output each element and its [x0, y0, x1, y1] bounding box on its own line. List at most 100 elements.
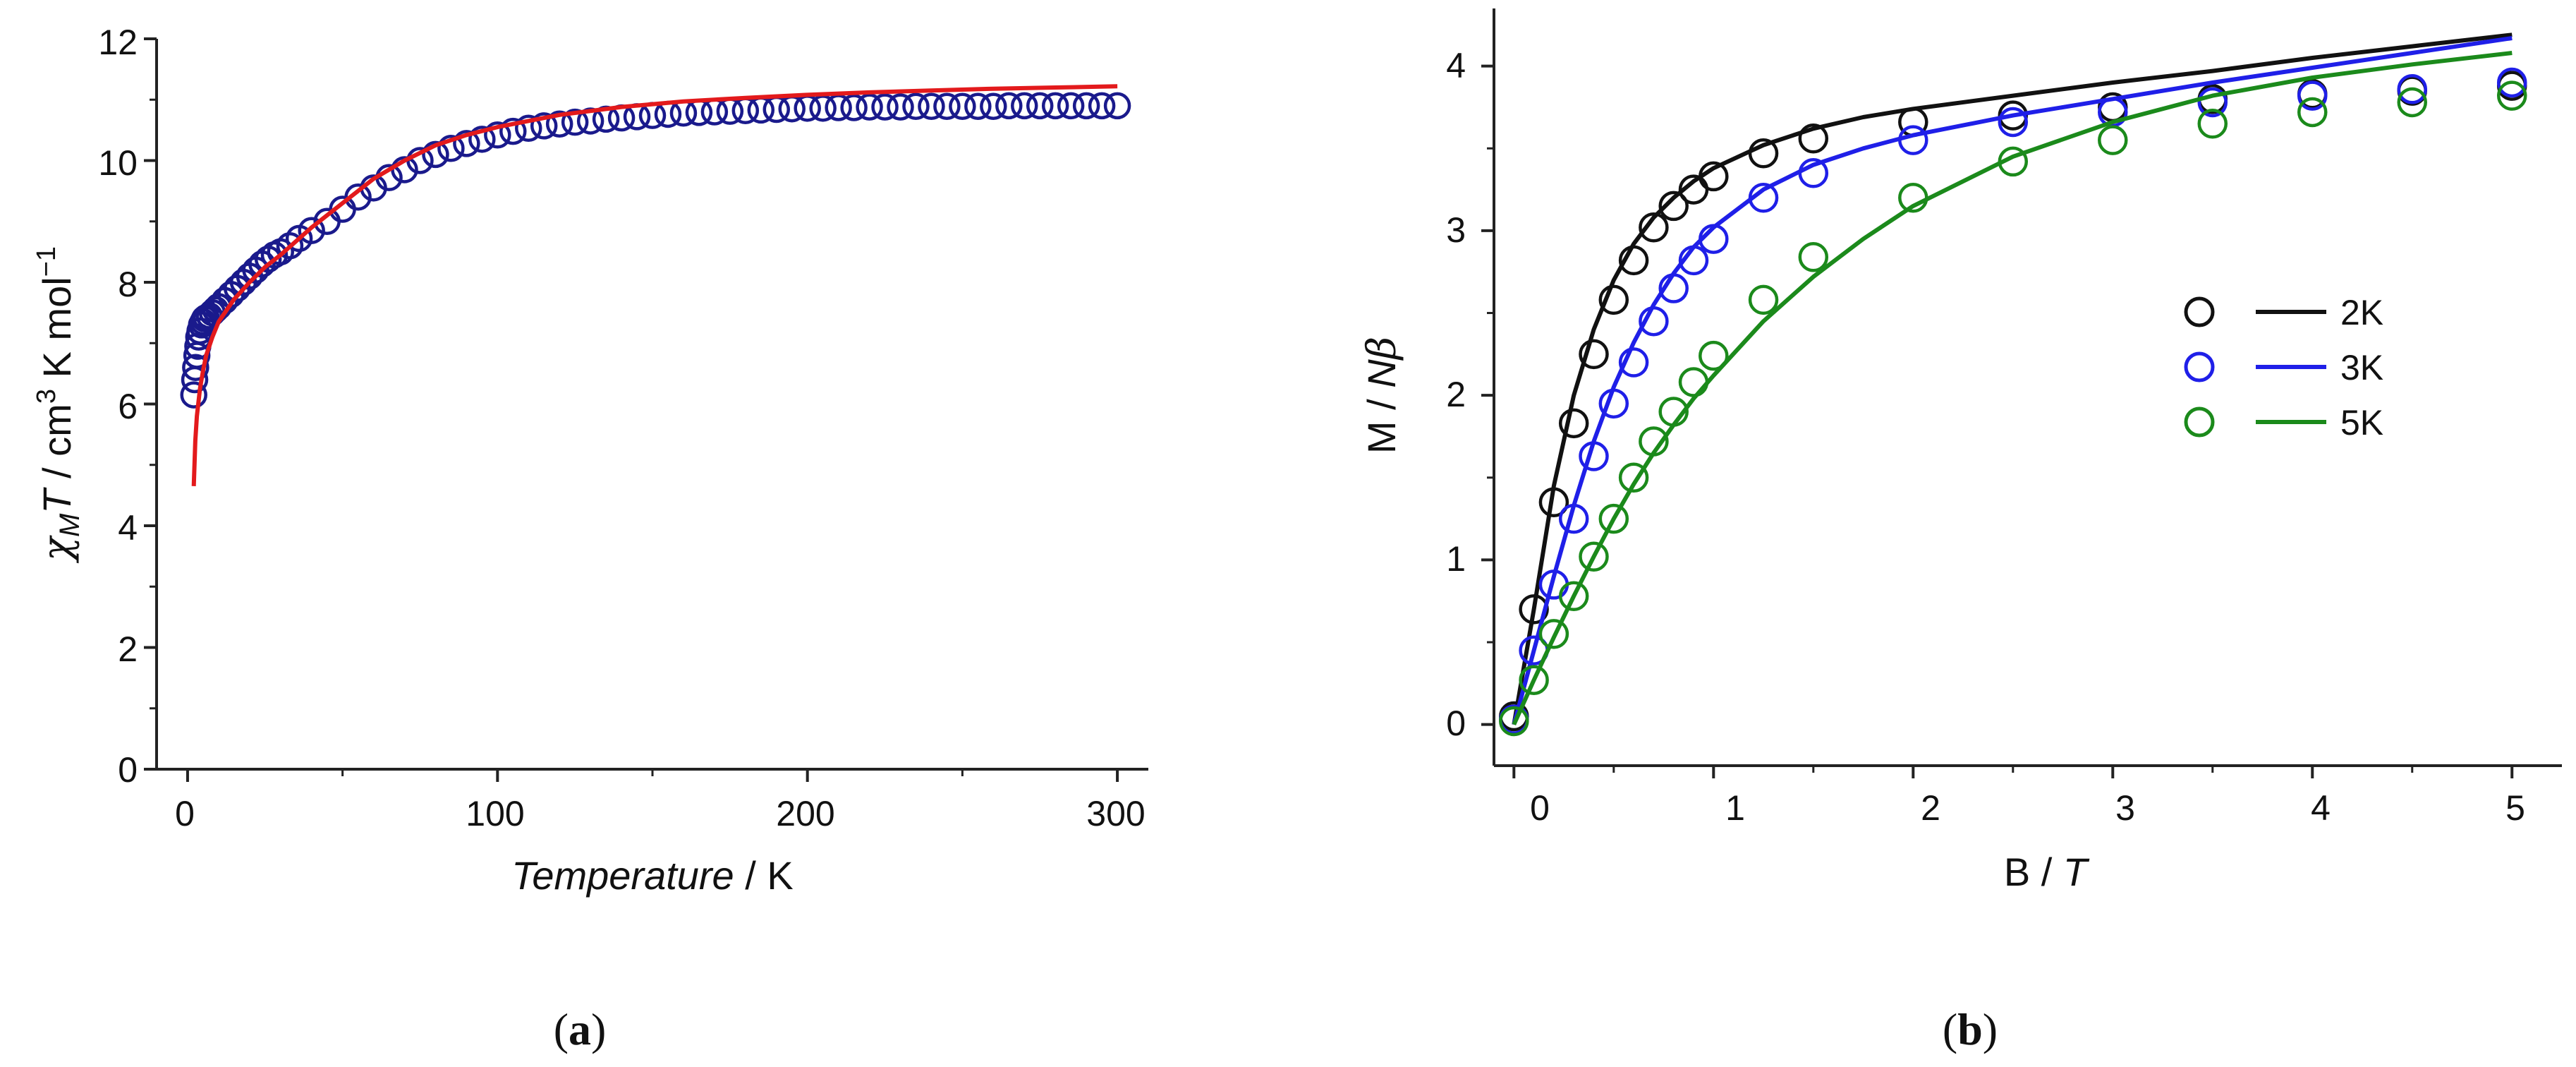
- panel-b-x-tick-label: 2: [1921, 788, 1940, 828]
- data-point-2K: [1519, 594, 1549, 625]
- panel-a-data-point: [437, 135, 465, 162]
- panel-b-x-tick-label: 1: [1725, 788, 1745, 828]
- panel-a-data-point: [530, 112, 558, 140]
- panel-a-data-point: [1026, 92, 1054, 120]
- panel-a-ticks: [144, 37, 1119, 782]
- panel-a-data-point: [545, 110, 573, 138]
- panel-b-ticks: [1481, 64, 2514, 778]
- panel-a-data-point: [933, 92, 961, 120]
- panel-a-data-point: [422, 140, 449, 169]
- panel-a-data-point: [515, 114, 542, 143]
- panel-a-y-axis-label: χMT / cm3 K mol−1: [32, 246, 85, 564]
- panel-a-x-tick-label: 0: [175, 794, 195, 833]
- data-point-5K: [1748, 284, 1779, 315]
- panel-a-fit-line: [191, 84, 1118, 487]
- data-point-5K: [1618, 462, 1649, 493]
- data-point-2K: [1538, 487, 1569, 518]
- data-point-5K: [1519, 665, 1549, 695]
- data-point-3K: [1598, 388, 1629, 419]
- panel-a-data-point: [499, 117, 527, 145]
- legend-marker-3K: [2184, 351, 2215, 382]
- data-point-3K: [1658, 273, 1689, 303]
- data-point-5K: [1678, 367, 1709, 397]
- data-point-5K: [2098, 125, 2128, 155]
- panel-a-data-point: [453, 130, 480, 157]
- data-point-3K: [1639, 306, 1669, 337]
- panel-a-y-tick-label: 4: [118, 508, 138, 548]
- fit-line-5K: [1512, 51, 2513, 725]
- panel-a-data-point: [995, 92, 1023, 120]
- panel-a-data-point: [182, 354, 209, 381]
- panel-a-y-tick-label: 2: [118, 629, 138, 669]
- panel-a-data-point: [344, 183, 372, 211]
- data-point-5K: [2297, 97, 2328, 128]
- panel-a-data-point: [980, 92, 1007, 120]
- data-point-5K: [1558, 581, 1589, 611]
- data-point-5K: [1699, 340, 1729, 371]
- panel-a-data-point: [484, 121, 511, 149]
- data-point-3K: [2397, 74, 2428, 104]
- panel-b-legend: 2K 3K 5K: [2184, 293, 2383, 442]
- data-point-5K: [1598, 503, 1629, 534]
- panel-b-y-axis-label: M / Nβ: [1359, 337, 1405, 454]
- panel-b-y-tick-label: 4: [1446, 46, 1466, 85]
- panel-a-y-tick-label: 6: [118, 387, 138, 426]
- fit-line-3K: [1512, 36, 2513, 725]
- panel-a-data-point: [902, 92, 930, 120]
- panel-a-data-point: [561, 108, 589, 136]
- panel-b-x-tick-label: 5: [2505, 788, 2525, 828]
- data-point-2K: [1798, 123, 1829, 154]
- data-point-5K: [1639, 426, 1669, 457]
- data-point-3K: [1998, 107, 2029, 138]
- data-point-5K: [2397, 87, 2428, 118]
- data-point-5K: [1798, 241, 1829, 272]
- data-point-5K: [1898, 183, 1928, 213]
- data-point-2K: [1658, 191, 1689, 222]
- panel-b-y-tick-label: 3: [1446, 210, 1466, 250]
- legend-marker-5K: [2184, 406, 2215, 438]
- panel-b: 0 1 2 3 4 5 0 1 2 3 4 B / T M / Nβ 2K 3K…: [1359, 8, 2562, 894]
- data-point-2K: [1639, 212, 1669, 243]
- panel-a-data-point: [1103, 92, 1131, 120]
- panel-b-data-layer: [1499, 32, 2527, 737]
- panel-a-data-point: [856, 93, 883, 121]
- panel-b-x-axis-label: B / T: [2004, 850, 2090, 894]
- panel-a-data-point: [1011, 92, 1038, 120]
- data-point-2K: [1558, 408, 1589, 439]
- panel-a-data-point: [871, 93, 899, 121]
- panel-b-y-tick-label: 2: [1446, 375, 1466, 414]
- panel-a-data-point: [949, 92, 976, 120]
- panel-a-data-point: [298, 217, 325, 244]
- data-point-5K: [2497, 80, 2527, 111]
- data-point-3K: [1618, 347, 1649, 378]
- data-point-3K: [2197, 87, 2228, 118]
- panel-b-y-tick-label: 1: [1446, 539, 1466, 579]
- panel-a-y-tick-label: 8: [118, 265, 138, 304]
- data-point-3K: [1579, 441, 1609, 471]
- caption-b: (b): [1943, 1004, 1998, 1054]
- panel-b-y-tick-label: 0: [1446, 704, 1466, 743]
- panel-a-data-point: [1057, 92, 1085, 120]
- legend-marker-2K: [2184, 296, 2215, 327]
- panel-a-data-point: [918, 92, 945, 120]
- data-point-2K: [1618, 245, 1649, 276]
- panel-a-data-point: [276, 232, 304, 260]
- data-point-2K: [1748, 138, 1779, 169]
- data-point-5K: [2197, 109, 2228, 139]
- panel-a-data-layer: [180, 84, 1131, 487]
- panel-a-y-tick-label: 0: [118, 750, 138, 790]
- panel-a-x-tick-label: 100: [466, 794, 524, 833]
- data-point-2K: [1598, 284, 1629, 315]
- data-point-3K: [1678, 245, 1709, 276]
- caption-a: (a): [554, 1004, 607, 1054]
- panel-a-x-axis-label: Temperature / K: [511, 853, 793, 898]
- panel-b-x-tick-label: 3: [2115, 788, 2135, 828]
- legend-label-3K: 3K: [2340, 348, 2383, 387]
- panel-a: 0 100 200 300 0 2 4 6 8 10 12 Temperatur…: [32, 23, 1148, 898]
- data-point-3K: [2297, 80, 2328, 111]
- data-point-2K: [1699, 161, 1729, 192]
- panel-a-data-point: [887, 93, 914, 121]
- panel-a-data-point: [1041, 92, 1069, 120]
- panel-a-y-tick-label: 12: [98, 23, 138, 62]
